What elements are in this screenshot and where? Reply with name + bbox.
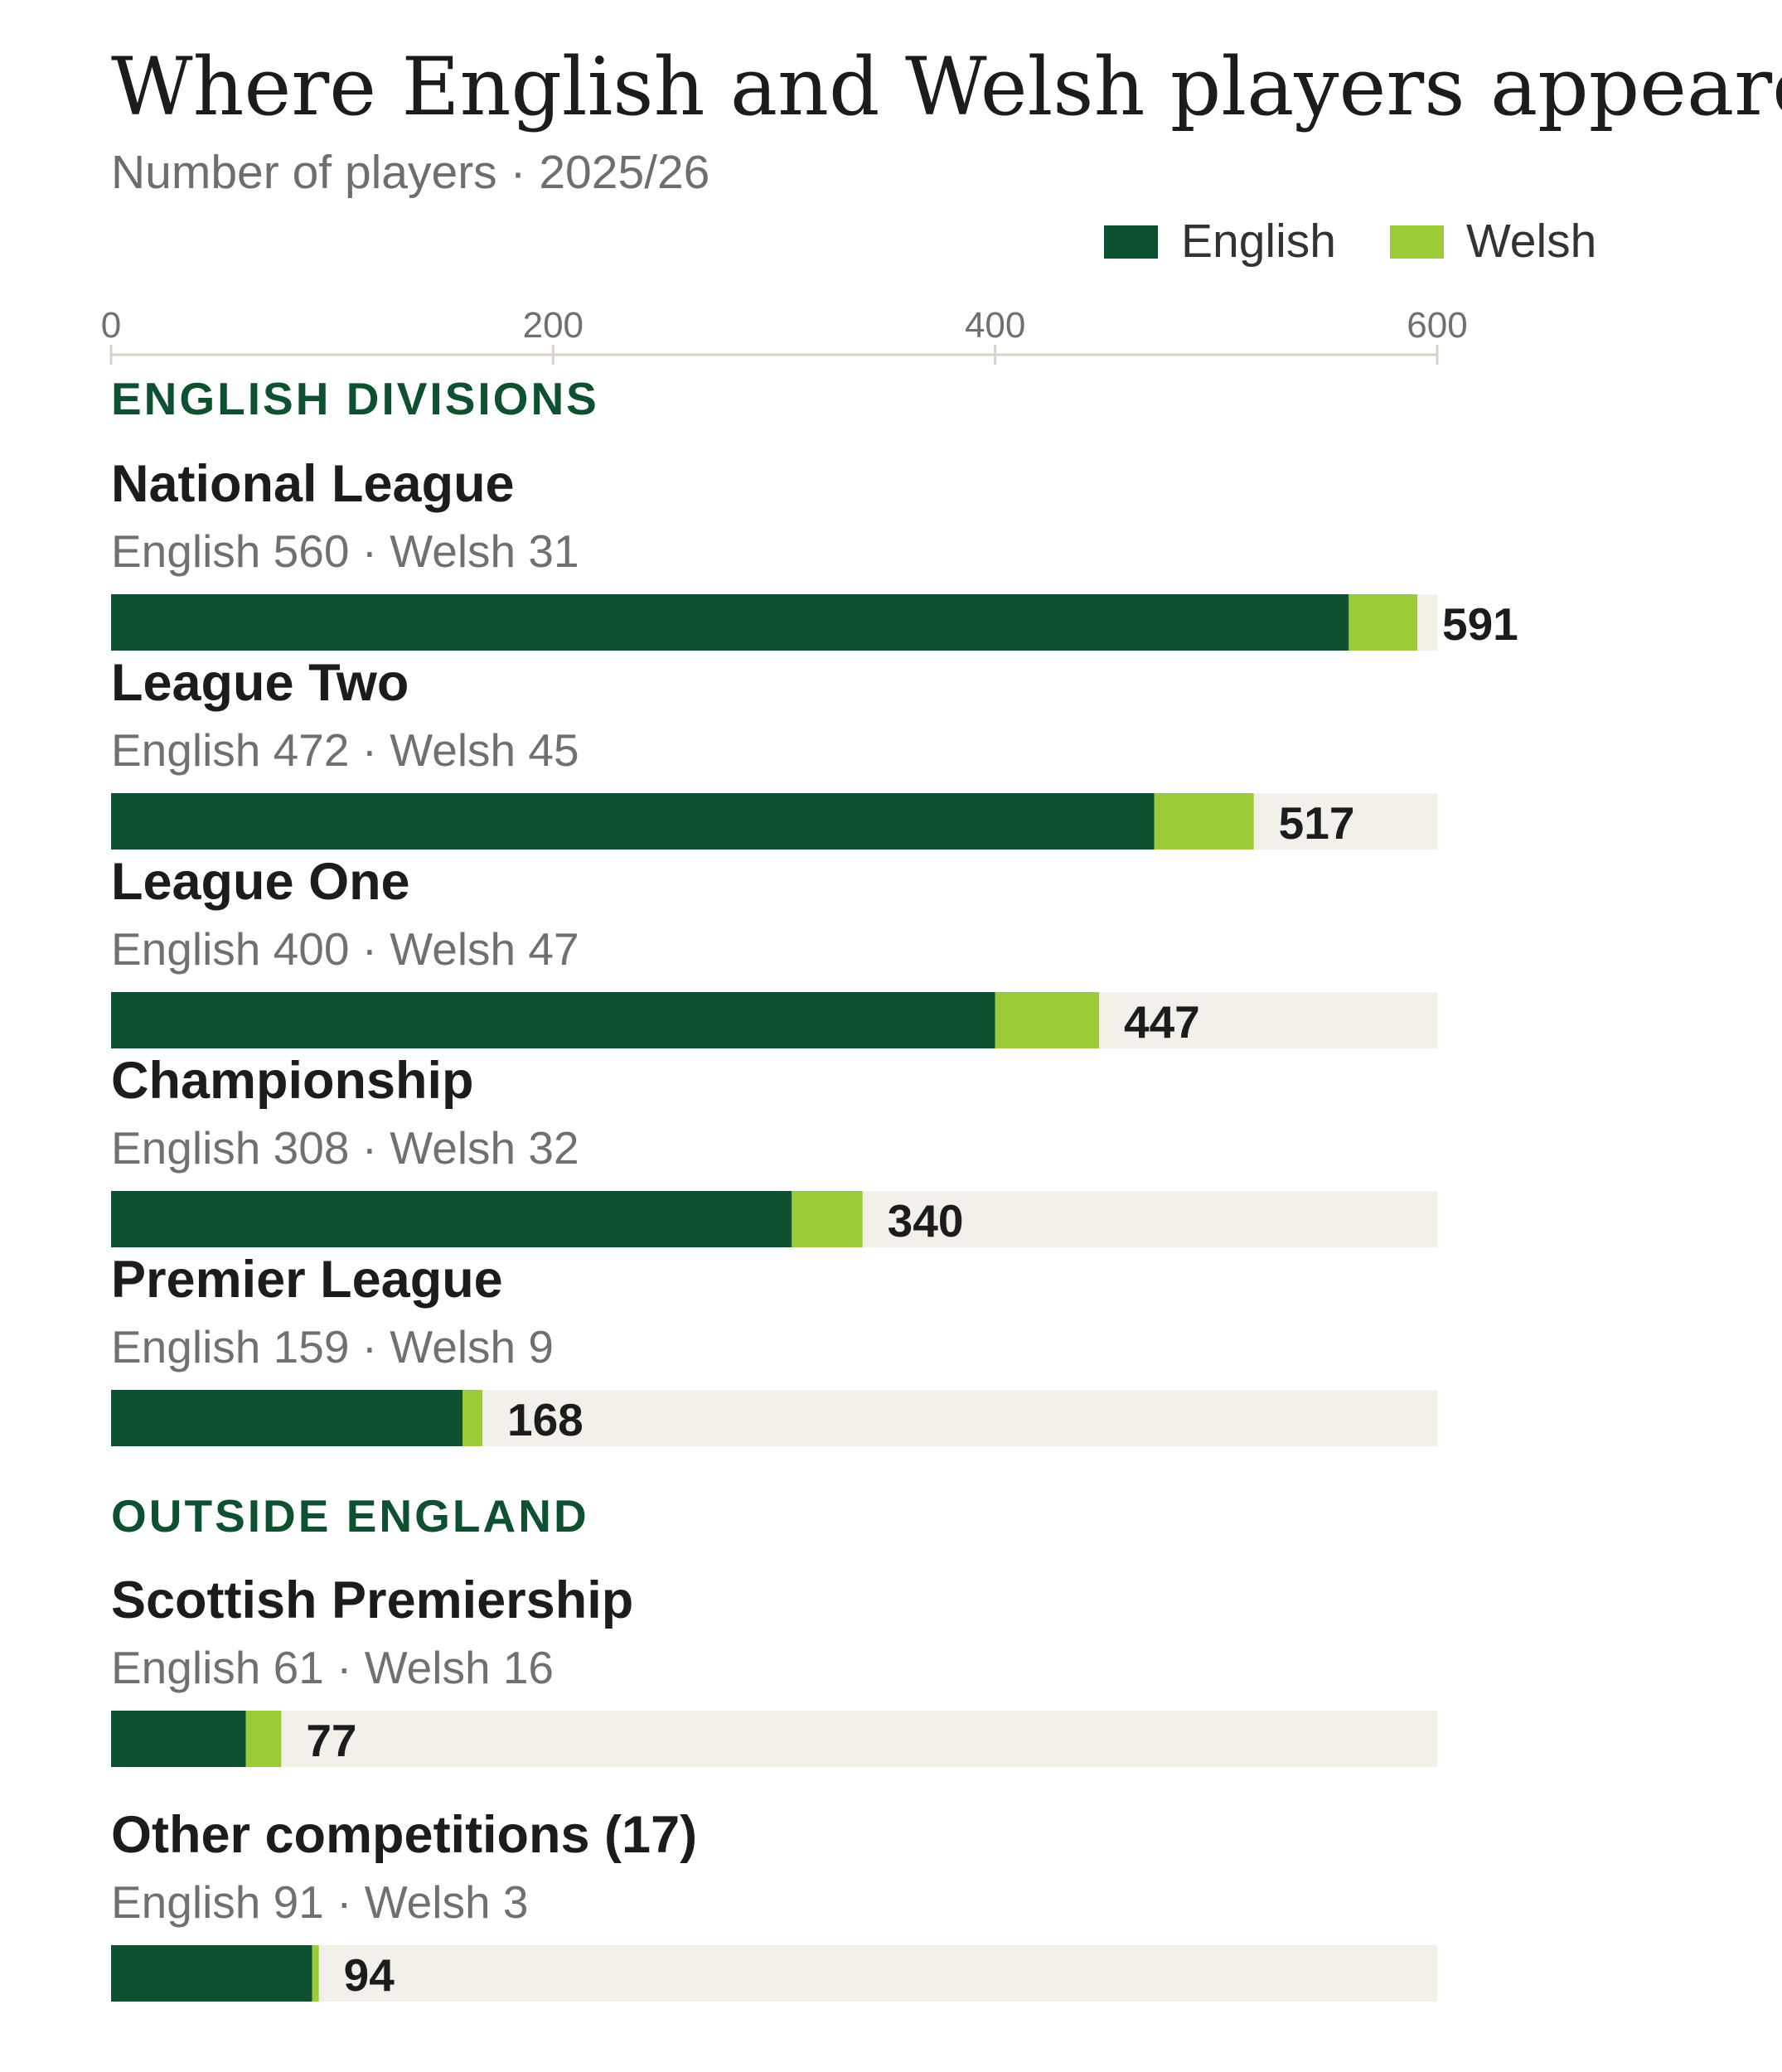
section-label: OUTSIDE ENGLAND <box>111 1490 589 1542</box>
bar-welsh <box>792 1191 863 1247</box>
category-detail: English 560 · Welsh 31 <box>111 525 579 577</box>
legend-label-english: English <box>1181 215 1336 268</box>
bar-welsh <box>312 1945 319 2002</box>
chart-title: Where English and Welsh players appeared <box>111 41 1782 133</box>
bar-welsh <box>462 1390 482 1446</box>
bar-english <box>111 793 1155 850</box>
bar-total-label: 94 <box>344 1949 395 2001</box>
bar-track <box>111 1945 1437 2002</box>
bar-row: National League English 560 · Welsh 31 591 <box>111 455 1518 651</box>
chart-subtitle: Number of players · 2025/26 <box>111 146 709 199</box>
bar-english <box>111 1711 246 1767</box>
category-name: Other competitions (17) <box>111 1806 697 1864</box>
bar-total-label: 517 <box>1279 797 1355 849</box>
section-label: ENGLISH DIVISIONS <box>111 373 599 424</box>
legend-swatch-english <box>1104 225 1158 259</box>
x-tick-label: 400 <box>965 305 1025 346</box>
bar-total-label: 340 <box>888 1195 964 1247</box>
bar-row: Premier League English 159 · Welsh 9 168 <box>111 1251 1437 1446</box>
category-name: National League <box>111 455 515 513</box>
bar-row: League Two English 472 · Welsh 45 517 <box>111 654 1437 850</box>
bar-english <box>111 594 1349 651</box>
category-detail: English 308 · Welsh 32 <box>111 1122 579 1174</box>
bar-track <box>111 1711 1437 1767</box>
legend-label-welsh: Welsh <box>1466 215 1596 268</box>
bar-english <box>111 1945 312 2002</box>
category-detail: English 400 · Welsh 47 <box>111 923 579 975</box>
bar-english <box>111 1390 462 1446</box>
x-tick-label: 0 <box>101 305 121 346</box>
legend-swatch-welsh <box>1390 225 1444 259</box>
category-detail: English 159 · Welsh 9 <box>111 1321 554 1372</box>
bar-total-label: 447 <box>1124 996 1200 1048</box>
bar-english <box>111 992 995 1048</box>
category-name: League One <box>111 853 410 911</box>
category-detail: English 61 · Welsh 16 <box>111 1642 554 1693</box>
bar-total-label: 77 <box>306 1715 356 1766</box>
bar-row: League One English 400 · Welsh 47 447 <box>111 853 1437 1048</box>
bar-welsh <box>1154 793 1254 850</box>
legend: English Welsh <box>1104 215 1596 268</box>
bar-welsh <box>995 992 1099 1048</box>
category-detail: English 472 · Welsh 45 <box>111 724 579 776</box>
category-name: League Two <box>111 654 409 712</box>
chart-rows: ENGLISH DIVISIONS National League English … <box>111 373 1518 2002</box>
bar-welsh <box>1349 594 1417 651</box>
bar-welsh <box>245 1711 282 1767</box>
x-axis: 0 200 400 600 <box>101 305 1468 365</box>
x-tick-label: 200 <box>523 305 584 346</box>
category-name: Scottish Premiership <box>111 1571 633 1629</box>
bar-total-label: 168 <box>507 1394 584 1445</box>
bar-row: Scottish Premiership English 61 · Welsh 1… <box>111 1571 1437 1767</box>
bar-row: Championship English 308 · Welsh 32 340 <box>111 1052 1437 1247</box>
bar-english <box>111 1191 792 1247</box>
bar-total-label: 591 <box>1442 598 1518 650</box>
category-detail: English 91 · Welsh 3 <box>111 1876 528 1928</box>
bar-row: Other competitions (17) English 91 · Wels… <box>111 1806 1437 2002</box>
category-name: Championship <box>111 1052 474 1110</box>
category-name: Premier League <box>111 1251 503 1309</box>
x-tick-label: 600 <box>1407 305 1467 346</box>
